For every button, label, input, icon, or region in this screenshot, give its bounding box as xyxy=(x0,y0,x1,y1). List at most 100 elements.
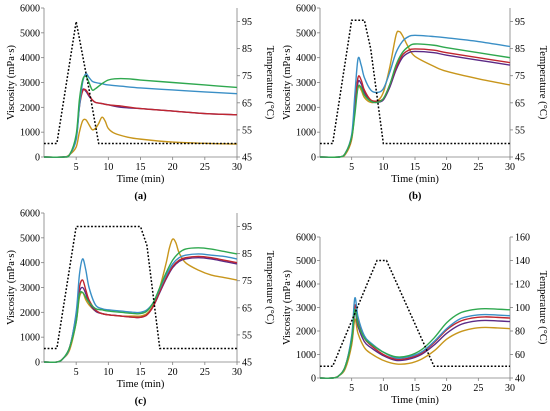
x-tick-label: 10 xyxy=(103,162,113,173)
x-tick-label: 20 xyxy=(168,367,178,378)
panel-label-c: (c) xyxy=(135,396,147,407)
viscosity-series-line-1 xyxy=(43,75,238,158)
x-tick-label: 30 xyxy=(505,383,515,394)
y2-tick-label: 45 xyxy=(242,153,252,164)
viscosity-series-line-5 xyxy=(319,30,511,158)
x-tick-label: 10 xyxy=(103,367,113,378)
y-tick-label: 5000 xyxy=(20,28,40,39)
y2-tick-label: 140 xyxy=(515,256,530,267)
y2-tick-label: 85 xyxy=(242,44,252,55)
viscosity-series-line-3 xyxy=(43,255,238,363)
y2-tick-label: 60 xyxy=(515,350,525,361)
viscosity-series-line-1 xyxy=(319,307,511,379)
viscosity-series-line-5 xyxy=(43,116,238,158)
x-axis-title: Time (min) xyxy=(117,379,165,390)
y2-tick-label: 95 xyxy=(515,17,525,28)
y2-tick-label: 45 xyxy=(515,153,525,164)
y2-tick-label: 55 xyxy=(242,330,252,341)
y-tick-label: 6000 xyxy=(296,233,316,244)
y2-axis-title: Temperature (°C) xyxy=(537,46,548,120)
y2-tick-label: 95 xyxy=(242,222,252,233)
y-tick-label: 4000 xyxy=(296,280,316,291)
viscosity-series-line-2 xyxy=(43,72,238,158)
temperature-profile-line xyxy=(44,225,237,350)
y-tick-label: 6000 xyxy=(20,4,40,15)
x-axis-title: Time (min) xyxy=(117,174,165,185)
y-tick-label: 0 xyxy=(35,358,40,369)
y2-tick-label: 65 xyxy=(242,303,252,314)
y-axis-title: Viscosity (mPa·s) xyxy=(282,45,293,120)
y-tick-label: 3000 xyxy=(20,283,40,294)
y-tick-label: 5000 xyxy=(296,28,316,39)
y-tick-label: 1000 xyxy=(20,333,40,344)
y2-tick-label: 160 xyxy=(515,233,530,244)
panel-label-b: (b) xyxy=(409,191,422,202)
y2-tick-label: 65 xyxy=(242,98,252,109)
y-tick-label: 5000 xyxy=(296,256,316,267)
y-tick-label: 1000 xyxy=(20,128,40,139)
x-tick-label: 30 xyxy=(232,367,242,378)
y-tick-label: 5000 xyxy=(20,233,40,244)
x-tick-label: 10 xyxy=(378,162,388,173)
temperature-profile-line xyxy=(320,259,510,367)
x-tick-label: 5 xyxy=(349,383,354,394)
y-tick-label: 2000 xyxy=(20,308,40,319)
y2-tick-label: 120 xyxy=(515,280,530,291)
y-tick-label: 6000 xyxy=(296,4,316,15)
y2-tick-label: 95 xyxy=(242,17,252,28)
y-tick-label: 3000 xyxy=(296,303,316,314)
y-tick-label: 4000 xyxy=(20,53,40,64)
viscosity-series-line-3 xyxy=(319,48,511,158)
viscosity-series-line-3 xyxy=(319,304,511,379)
viscosity-series-line-5 xyxy=(319,318,511,379)
y2-axis-title: Temperature (°C) xyxy=(537,271,548,345)
x-axis-title: Time (min) xyxy=(391,395,439,406)
y-tick-label: 3000 xyxy=(20,78,40,89)
y-axis-title: Viscosity (mPa·s) xyxy=(282,270,293,345)
y-tick-label: 6000 xyxy=(20,209,40,220)
y-axis-title: Viscosity (mPa·s) xyxy=(6,250,17,325)
x-tick-label: 5 xyxy=(74,162,79,173)
panel-d: 0 1000 2000 3000 4000 5000 6000 40 60 80 100 120 140… xyxy=(282,233,548,407)
panel-a: 0 1000 2000 3000 4000 5000 6000 45 55 65 75 85 95 5 10… xyxy=(6,4,275,203)
y-tick-label: 0 xyxy=(35,153,40,164)
temperature-profile-line xyxy=(44,21,237,145)
viscosity-series-line-1 xyxy=(319,43,511,158)
y2-tick-label: 40 xyxy=(515,374,525,385)
x-tick-label: 20 xyxy=(442,162,452,173)
viscosity-series-line-4 xyxy=(319,50,511,158)
viscosity-series-line-2 xyxy=(43,253,238,363)
x-tick-label: 5 xyxy=(349,162,354,173)
y-tick-label: 1000 xyxy=(296,350,316,361)
y2-axis-title: Temperature (°C) xyxy=(264,46,275,120)
y-tick-label: 4000 xyxy=(20,258,40,269)
y2-tick-label: 85 xyxy=(515,44,525,55)
y-tick-label: 1000 xyxy=(296,128,316,139)
viscosity-series-line-4 xyxy=(319,311,511,379)
y2-tick-label: 100 xyxy=(515,303,530,314)
y-tick-label: 2000 xyxy=(20,103,40,114)
panel-b: 0 1000 2000 3000 4000 5000 6000 45 55 65 75 85 95 5 10… xyxy=(282,4,548,203)
temperature-profile-line xyxy=(320,19,510,145)
x-tick-label: 25 xyxy=(473,162,483,173)
y2-axis-title: Temperature (°C) xyxy=(264,251,275,325)
x-tick-label: 15 xyxy=(410,162,420,173)
x-tick-label: 25 xyxy=(200,367,210,378)
y-axis-title: Viscosity (mPa·s) xyxy=(6,45,17,120)
x-tick-label: 25 xyxy=(200,162,210,173)
x-tick-label: 5 xyxy=(74,367,79,378)
x-tick-label: 15 xyxy=(136,367,146,378)
x-tick-label: 30 xyxy=(505,162,515,173)
x-tick-label: 15 xyxy=(136,162,146,173)
panel-c: 0 1000 2000 3000 4000 5000 6000 45 55 65 75 85 95 5 10… xyxy=(6,209,275,408)
x-axis-title: Time (min) xyxy=(391,174,439,185)
x-tick-label: 20 xyxy=(168,162,178,173)
y-tick-label: 0 xyxy=(311,153,316,164)
y2-tick-label: 75 xyxy=(515,71,525,82)
y-tick-label: 0 xyxy=(311,374,316,385)
y-tick-label: 4000 xyxy=(296,53,316,64)
panel-label-a: (a) xyxy=(134,191,147,202)
y2-tick-label: 75 xyxy=(242,276,252,287)
y2-tick-label: 80 xyxy=(515,327,525,338)
x-tick-label: 25 xyxy=(473,383,483,394)
